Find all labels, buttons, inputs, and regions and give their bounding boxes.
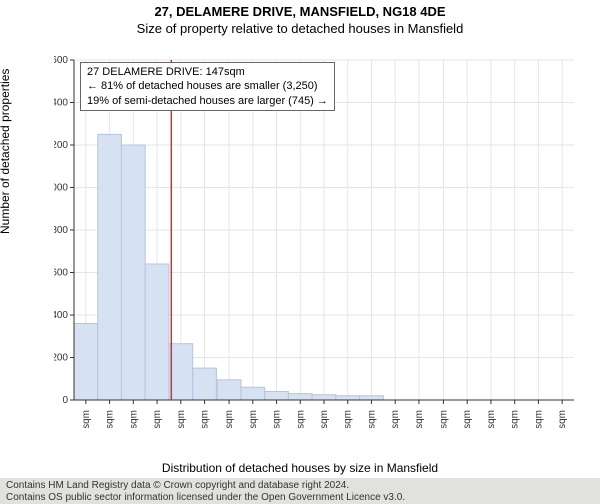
y-tick-label: 600	[54, 268, 68, 279]
info-line-1: 27 DELAMERE DRIVE: 147sqm	[87, 65, 328, 79]
histogram-bar	[121, 145, 145, 400]
y-tick-label: 1600	[54, 55, 68, 66]
x-tick-label: 340sqm	[319, 410, 330, 428]
x-tick-label: 641sqm	[557, 410, 568, 428]
x-tick-label: 189sqm	[200, 410, 211, 428]
histogram-bar	[193, 368, 217, 400]
histogram-bar	[169, 344, 193, 400]
x-tick-label: 551sqm	[486, 410, 497, 428]
histogram-bar	[360, 396, 384, 400]
plot-area: 0 200 400 600 800 1000 1200 1400 1600 39sqm 69sqm 9…	[54, 48, 582, 428]
x-tick-label: 129sqm	[152, 410, 163, 428]
histogram-bar	[336, 396, 360, 400]
x-tick-label: 460sqm	[414, 410, 425, 428]
info-box: 27 DELAMERE DRIVE: 147sqm ← 81% of detac…	[80, 62, 335, 111]
x-tick-label: 491sqm	[438, 410, 449, 428]
histogram-bar	[217, 380, 241, 400]
chart-container: 27, DELAMERE DRIVE, MANSFIELD, NG18 4DE …	[0, 4, 600, 504]
x-tick-label: 99sqm	[128, 410, 139, 428]
info-line-2: ← 81% of detached houses are smaller (3,…	[87, 79, 328, 93]
chart-title-sub: Size of property relative to detached ho…	[0, 21, 600, 36]
x-tick-label: 39sqm	[81, 410, 92, 428]
chart-title-main: 27, DELAMERE DRIVE, MANSFIELD, NG18 4DE	[0, 4, 600, 19]
y-tick-label: 800	[54, 225, 68, 236]
x-tick-label: 430sqm	[390, 410, 401, 428]
footer-line-1: Contains HM Land Registry data © Crown c…	[6, 480, 594, 492]
x-tick-label: 611sqm	[533, 410, 544, 428]
x-tick-label: 159sqm	[176, 410, 187, 428]
x-axis-label: Distribution of detached houses by size …	[0, 461, 600, 475]
x-tick-label: 310sqm	[295, 410, 306, 428]
footer-line-2: Contains OS public sector information li…	[6, 492, 594, 504]
histogram-bar	[74, 324, 98, 401]
x-tick-label: 400sqm	[366, 410, 377, 428]
histogram-bar	[241, 387, 265, 400]
histogram-bar	[288, 394, 312, 400]
x-tick-label: 581sqm	[510, 410, 521, 428]
y-tick-label: 1200	[54, 140, 68, 151]
y-tick-label: 400	[54, 310, 68, 321]
y-tick-label: 1400	[54, 98, 68, 109]
histogram-bar	[145, 264, 169, 400]
x-tick-label: 220sqm	[224, 410, 235, 428]
info-line-3: 19% of semi-detached houses are larger (…	[87, 94, 328, 108]
histogram-bar	[98, 134, 122, 400]
x-tick-label: 250sqm	[248, 410, 259, 428]
x-tick-label: 280sqm	[272, 410, 283, 428]
y-tick-label: 1000	[54, 183, 68, 194]
x-tick-label: 69sqm	[105, 410, 116, 428]
y-axis-label: Number of detached properties	[0, 69, 12, 234]
attribution-footer: Contains HM Land Registry data © Crown c…	[0, 478, 600, 504]
histogram-bar	[312, 395, 336, 400]
histogram-bar	[265, 392, 289, 401]
y-tick-label: 0	[62, 395, 68, 406]
y-tick-label: 200	[54, 353, 68, 364]
x-tick-label: 521sqm	[462, 410, 473, 428]
x-tick-label: 370sqm	[343, 410, 354, 428]
